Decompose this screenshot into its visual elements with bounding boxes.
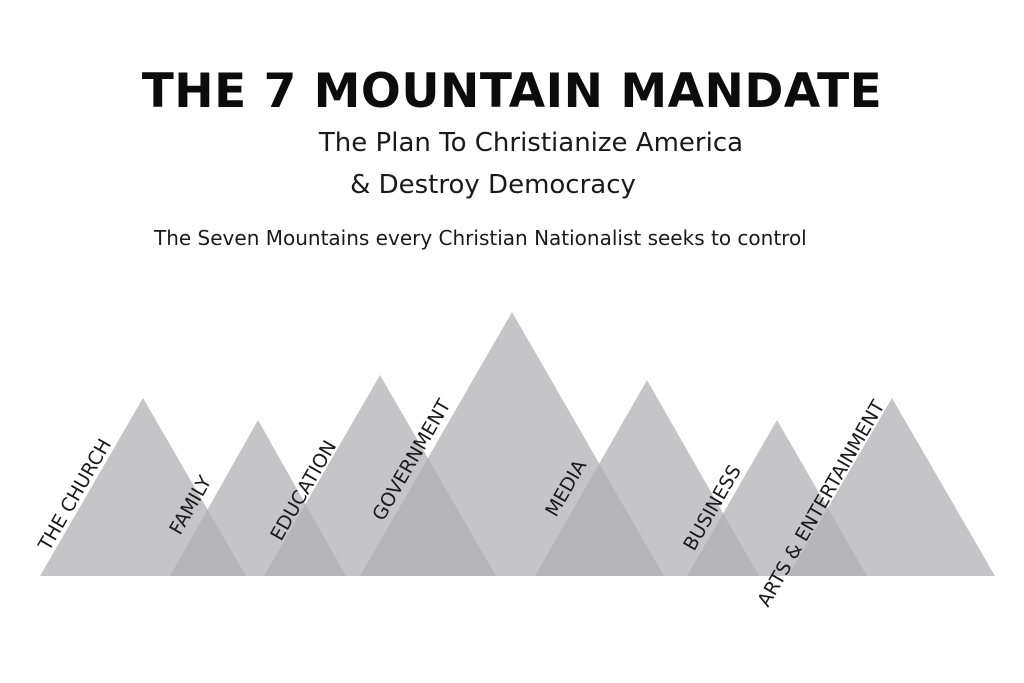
page-title: THE 7 MOUNTAIN MANDATE (141, 64, 883, 119)
subtitle-line-2: & Destroy Democracy (350, 170, 636, 200)
tagline: The Seven Mountains every Christian Nati… (154, 226, 807, 250)
mountain-church (40, 398, 246, 576)
mountain-shapes (40, 312, 995, 576)
mountain-arts (788, 398, 995, 576)
subtitle-line-1: The Plan To Christianize America (318, 128, 744, 158)
mountain-media (535, 380, 759, 576)
